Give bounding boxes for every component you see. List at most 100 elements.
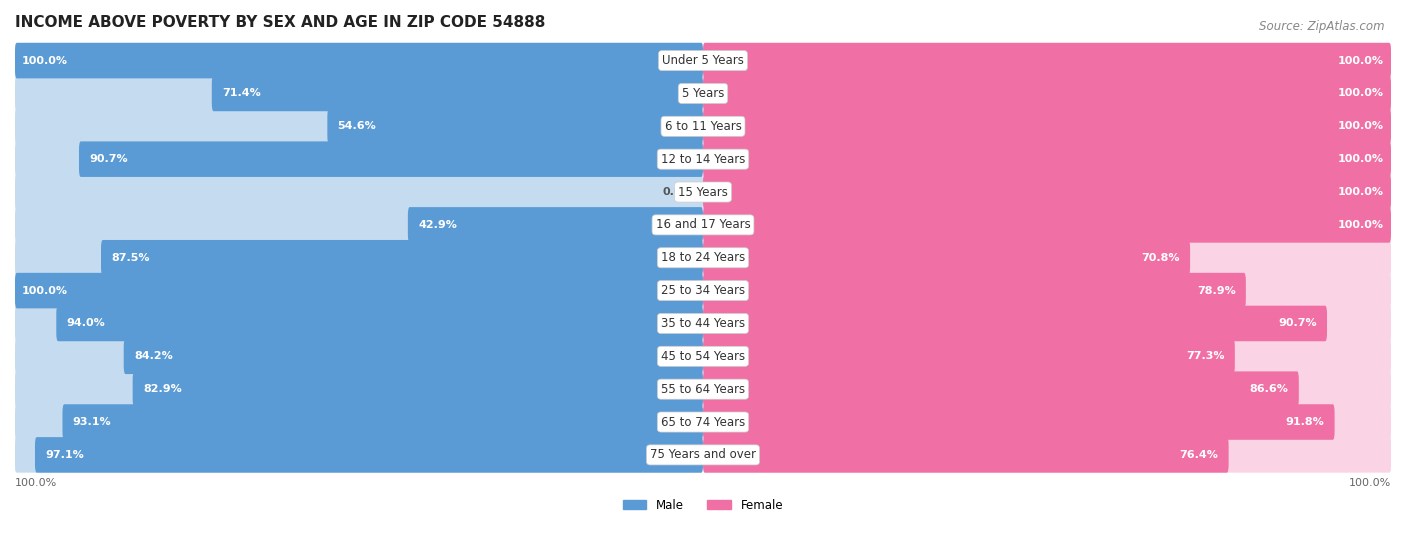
Text: 0.0%: 0.0% [662,187,693,197]
Bar [15,406,1391,438]
FancyBboxPatch shape [703,371,1299,407]
FancyBboxPatch shape [15,174,703,210]
Bar [15,340,1391,373]
FancyBboxPatch shape [703,273,1246,309]
FancyBboxPatch shape [15,437,703,473]
FancyBboxPatch shape [212,75,703,111]
Text: 12 to 14 Years: 12 to 14 Years [661,153,745,165]
Text: 100.0%: 100.0% [22,55,67,65]
Text: 70.8%: 70.8% [1142,253,1180,263]
Bar [15,209,1391,241]
FancyBboxPatch shape [703,43,1391,78]
Text: 100.0%: 100.0% [1339,88,1384,98]
Bar [15,307,1391,340]
Text: 25 to 34 Years: 25 to 34 Years [661,284,745,297]
FancyBboxPatch shape [703,174,1391,210]
Bar [15,77,1391,110]
FancyBboxPatch shape [15,75,703,111]
Text: 78.9%: 78.9% [1197,286,1236,296]
Legend: Male, Female: Male, Female [619,494,787,517]
FancyBboxPatch shape [124,339,703,374]
FancyBboxPatch shape [15,108,703,144]
Text: 75 Years and over: 75 Years and over [650,448,756,461]
FancyBboxPatch shape [703,108,1391,144]
Text: 6 to 11 Years: 6 to 11 Years [665,120,741,133]
FancyBboxPatch shape [703,437,1229,473]
Text: 87.5%: 87.5% [111,253,150,263]
FancyBboxPatch shape [15,273,703,309]
Text: 93.1%: 93.1% [73,417,111,427]
Bar [15,143,1391,176]
FancyBboxPatch shape [15,306,703,341]
Text: 86.6%: 86.6% [1250,384,1288,394]
Text: 100.0%: 100.0% [22,286,67,296]
Text: 42.9%: 42.9% [418,220,457,230]
FancyBboxPatch shape [703,339,1391,374]
FancyBboxPatch shape [703,207,1391,243]
Text: 18 to 24 Years: 18 to 24 Years [661,251,745,264]
FancyBboxPatch shape [703,108,1391,144]
Text: 15 Years: 15 Years [678,186,728,198]
Text: 90.7%: 90.7% [90,154,128,164]
Bar [15,241,1391,274]
FancyBboxPatch shape [703,75,1391,111]
FancyBboxPatch shape [703,306,1327,341]
Text: 84.2%: 84.2% [134,351,173,361]
Bar [15,274,1391,307]
Text: 82.9%: 82.9% [143,384,181,394]
FancyBboxPatch shape [15,339,703,374]
Bar [15,438,1391,471]
Text: 100.0%: 100.0% [15,478,58,488]
FancyBboxPatch shape [703,437,1391,473]
Bar [15,176,1391,209]
FancyBboxPatch shape [56,306,703,341]
Text: 16 and 17 Years: 16 and 17 Years [655,219,751,231]
Text: 100.0%: 100.0% [1339,55,1384,65]
FancyBboxPatch shape [328,108,703,144]
Text: 54.6%: 54.6% [337,121,377,131]
FancyBboxPatch shape [15,43,703,78]
Text: 100.0%: 100.0% [1339,154,1384,164]
Text: 55 to 64 Years: 55 to 64 Years [661,383,745,396]
FancyBboxPatch shape [703,371,1391,407]
FancyBboxPatch shape [703,306,1391,341]
FancyBboxPatch shape [703,141,1391,177]
FancyBboxPatch shape [132,371,703,407]
Bar [15,44,1391,77]
FancyBboxPatch shape [703,240,1189,276]
FancyBboxPatch shape [703,339,1234,374]
FancyBboxPatch shape [15,207,703,243]
FancyBboxPatch shape [703,207,1391,243]
FancyBboxPatch shape [15,43,703,78]
Text: 100.0%: 100.0% [1339,187,1384,197]
Text: 100.0%: 100.0% [1339,220,1384,230]
FancyBboxPatch shape [703,273,1391,309]
FancyBboxPatch shape [703,174,1391,210]
Text: 97.1%: 97.1% [45,450,84,460]
FancyBboxPatch shape [15,273,703,309]
Bar [15,110,1391,143]
FancyBboxPatch shape [408,207,703,243]
FancyBboxPatch shape [15,240,703,276]
FancyBboxPatch shape [15,404,703,440]
FancyBboxPatch shape [703,43,1391,78]
Text: 100.0%: 100.0% [1348,478,1391,488]
Text: 71.4%: 71.4% [222,88,262,98]
Text: Under 5 Years: Under 5 Years [662,54,744,67]
FancyBboxPatch shape [703,75,1391,111]
Text: 100.0%: 100.0% [1339,121,1384,131]
FancyBboxPatch shape [62,404,703,440]
Text: 90.7%: 90.7% [1278,319,1316,329]
Text: INCOME ABOVE POVERTY BY SEX AND AGE IN ZIP CODE 54888: INCOME ABOVE POVERTY BY SEX AND AGE IN Z… [15,15,546,30]
Text: 35 to 44 Years: 35 to 44 Years [661,317,745,330]
Text: 91.8%: 91.8% [1285,417,1324,427]
Text: 77.3%: 77.3% [1187,351,1225,361]
Text: Source: ZipAtlas.com: Source: ZipAtlas.com [1260,20,1385,32]
FancyBboxPatch shape [15,371,703,407]
FancyBboxPatch shape [101,240,703,276]
FancyBboxPatch shape [703,141,1391,177]
Text: 5 Years: 5 Years [682,87,724,100]
Text: 65 to 74 Years: 65 to 74 Years [661,415,745,429]
FancyBboxPatch shape [35,437,703,473]
FancyBboxPatch shape [79,141,703,177]
